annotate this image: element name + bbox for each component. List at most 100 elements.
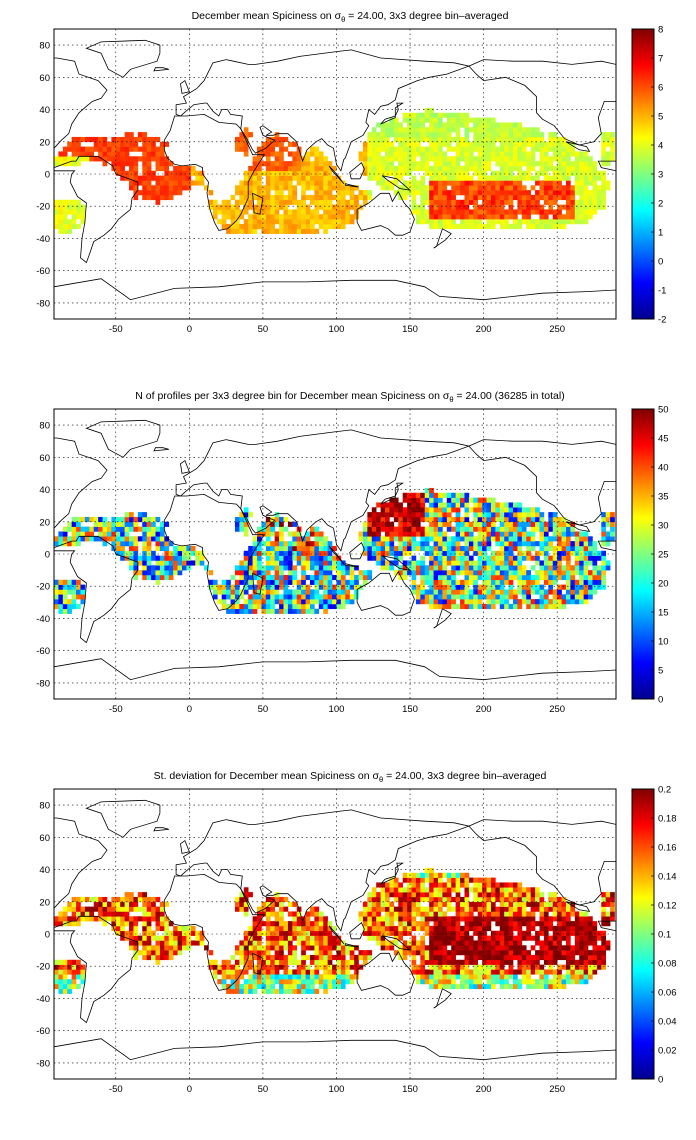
bin-cell <box>429 911 434 917</box>
bin-cell <box>239 560 245 566</box>
bin-cell <box>451 579 456 585</box>
bin-cell <box>482 214 487 220</box>
bin-cell <box>508 204 514 210</box>
bin-cell <box>58 209 64 215</box>
bin-cell <box>530 194 536 201</box>
bin-cell <box>168 935 174 941</box>
bin-cell <box>301 983 306 990</box>
bin-cell <box>460 214 465 220</box>
bin-cell <box>517 516 523 523</box>
bin-cell <box>296 930 302 936</box>
bin-cell <box>508 199 514 205</box>
bin-cell <box>129 916 134 922</box>
bin-cell <box>367 190 373 196</box>
bin-cell <box>323 194 328 201</box>
bin-cell <box>212 204 218 210</box>
bin-cell <box>504 570 509 576</box>
bin-cell <box>234 579 240 585</box>
bin-cell <box>468 570 474 576</box>
bin-cell <box>468 921 474 927</box>
bin-cell <box>279 521 284 527</box>
bin-cell <box>318 940 324 946</box>
bin-cell <box>543 185 549 191</box>
bin-cell <box>168 194 174 201</box>
bin-cell <box>521 199 527 205</box>
bin-cell <box>460 219 465 225</box>
bin-cell <box>177 570 183 576</box>
bin-cell <box>420 512 426 518</box>
bin-cell <box>561 214 567 220</box>
bin-cell <box>486 935 492 941</box>
bin-cell <box>565 574 571 581</box>
bin-cell <box>142 161 147 167</box>
bin-cell <box>376 536 381 542</box>
bin-cell <box>270 219 275 225</box>
bin-cell <box>486 190 492 196</box>
bin-cell <box>588 170 593 176</box>
bin-cell <box>98 136 103 143</box>
bin-cell <box>530 954 536 961</box>
bin-cell <box>186 925 192 932</box>
bin-cell <box>76 964 81 970</box>
bin-cell <box>398 950 403 956</box>
bin-cell <box>389 925 395 932</box>
bin-cell <box>142 541 147 547</box>
bin-cell <box>314 988 320 994</box>
bin-cell <box>265 911 271 917</box>
bin-cell <box>151 190 156 196</box>
bin-cell <box>234 223 240 230</box>
bin-cell <box>380 882 386 888</box>
bin-cell <box>398 161 403 167</box>
bin-cell <box>486 199 492 205</box>
bin-cell <box>301 950 306 956</box>
bin-cell <box>486 925 492 932</box>
bin-cell <box>287 901 293 907</box>
bin-cell <box>398 175 403 181</box>
bin-cell <box>349 214 355 220</box>
bin-cell <box>530 589 536 595</box>
bin-cell <box>146 185 152 191</box>
bin-cell <box>402 146 408 152</box>
bin-cell <box>521 536 527 542</box>
bin-cell <box>389 132 395 138</box>
bin-cell <box>464 190 470 196</box>
bin-cell <box>385 906 390 912</box>
bin-cell <box>124 156 130 162</box>
bin-cell <box>402 170 408 176</box>
bin-cell <box>173 560 178 566</box>
bin-cell <box>80 974 86 980</box>
bin-cell <box>495 170 501 176</box>
bin-cell <box>455 565 461 571</box>
bin-cell <box>530 983 536 990</box>
bin-cell <box>376 935 381 941</box>
bin-cell <box>301 199 306 205</box>
bin-cell <box>477 223 483 230</box>
bin-cell <box>517 531 523 537</box>
bin-cell <box>433 146 439 152</box>
bin-cell <box>601 204 606 210</box>
bin-cell <box>323 959 328 965</box>
bin-cell <box>234 146 240 152</box>
bin-cell <box>468 594 474 600</box>
bin-cell <box>318 921 324 927</box>
bin-cell <box>234 521 240 527</box>
bin-cell <box>354 574 359 581</box>
bin-cell <box>257 921 262 927</box>
bin-cell <box>499 194 505 201</box>
bin-cell <box>168 190 174 196</box>
bin-cell <box>371 930 377 936</box>
bin-cell <box>486 574 492 581</box>
bin-cell <box>495 209 501 215</box>
bin-cell <box>437 550 443 556</box>
bin-cell <box>380 906 386 912</box>
bin-cell <box>490 555 496 561</box>
bin-cell <box>415 560 421 566</box>
bin-cell <box>340 199 346 205</box>
bin-cell <box>415 877 421 883</box>
bin-cell <box>318 170 324 176</box>
x-tick-label: -50 <box>109 324 123 335</box>
bin-cell <box>287 190 293 196</box>
bin-cell <box>58 599 64 605</box>
bin-cell <box>265 959 271 965</box>
bin-cell <box>314 180 320 186</box>
